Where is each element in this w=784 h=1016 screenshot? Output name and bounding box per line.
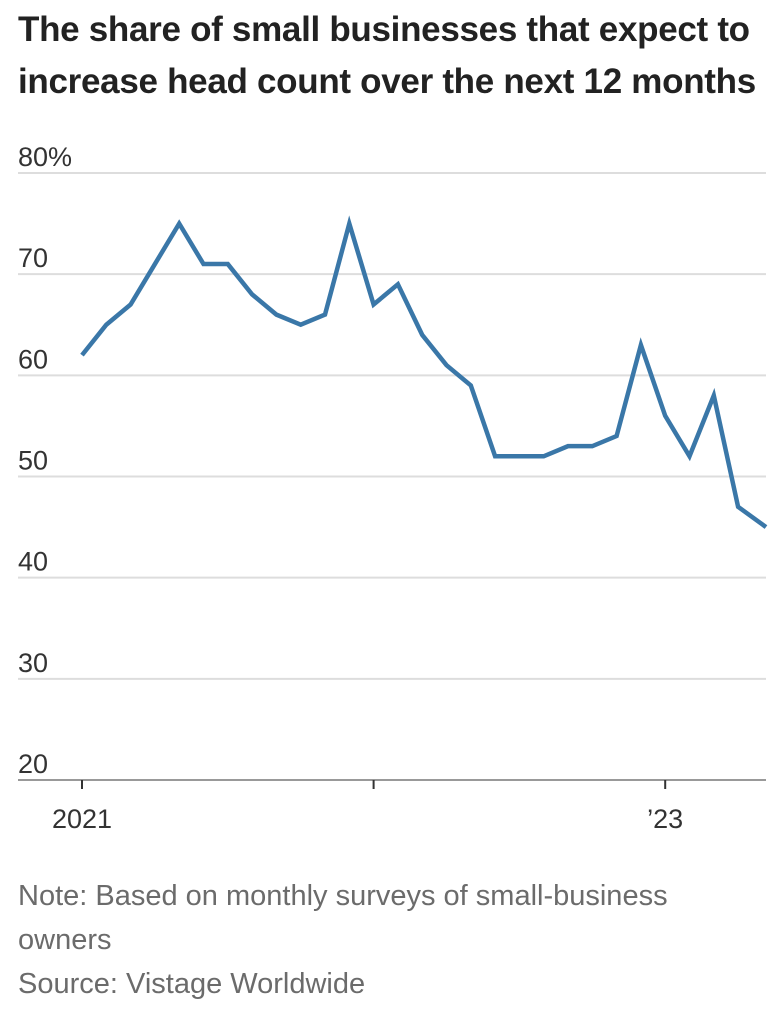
y-tick-label-60: 60 (18, 344, 48, 374)
note-text: Note: Based on monthly surveys of small-… (18, 880, 668, 956)
y-tick-label-20: 20 (18, 749, 48, 779)
y-tick-label-80: 80% (18, 142, 72, 172)
y-tick-label-30: 30 (18, 648, 48, 678)
y-tick-label-40: 40 (18, 547, 48, 577)
chart-title: The share of small businesses that expec… (18, 10, 756, 101)
series-line-0 (80, 215, 768, 529)
gridlines (18, 172, 766, 680)
y-axis-labels: 80% 70 60 50 40 30 20 (18, 142, 72, 779)
y-tick-label-50: 50 (18, 446, 48, 476)
y-tick-label-70: 70 (18, 243, 48, 273)
x-tick-label-2: ’23 (647, 804, 683, 830)
x-tick-label-0: 2021 (52, 804, 112, 830)
chart-notes: Note: Based on monthly surveys of small-… (18, 874, 768, 1006)
x-axis: 2021 ’23 (18, 779, 766, 830)
line-chart: 80% 70 60 50 40 30 20 2021 ’23 (18, 142, 768, 830)
source-text: Source: Vistage Worldwide (18, 968, 366, 1000)
series (80, 215, 768, 529)
